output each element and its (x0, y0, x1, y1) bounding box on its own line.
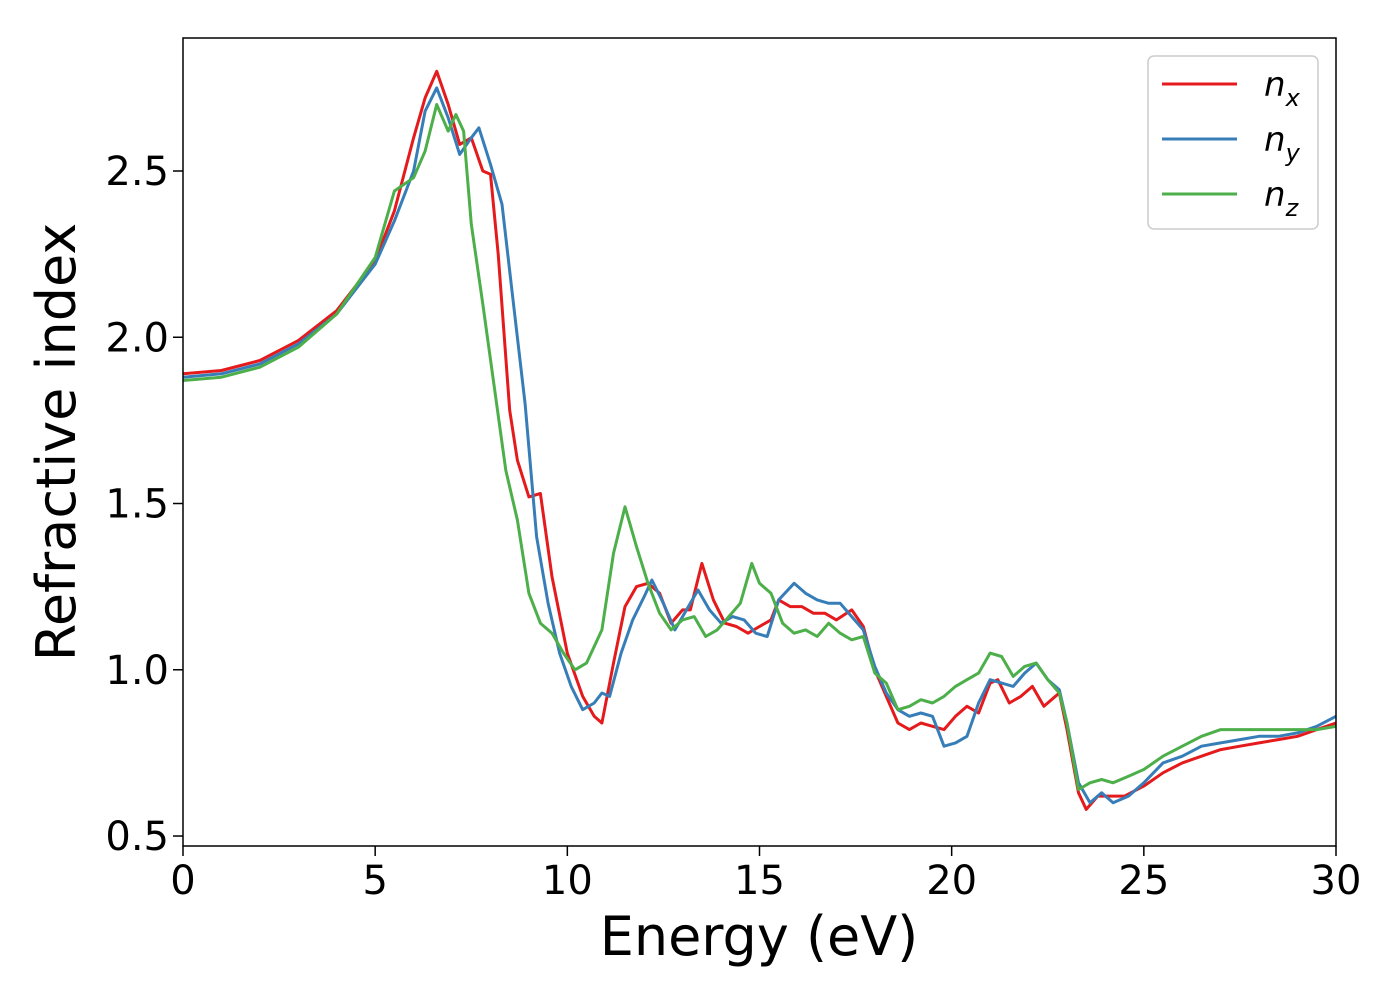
y-tick-label: 2.5 (105, 149, 169, 195)
x-tick-label: 5 (362, 858, 387, 904)
x-tick-label: 0 (170, 858, 195, 904)
y-tick-label: 0.5 (105, 814, 169, 860)
legend-box (1147, 55, 1319, 230)
legend-label-nx: nx (1264, 65, 1301, 112)
x-tick-label: 20 (926, 858, 977, 904)
x-axis-label: Energy (eV) (600, 905, 919, 968)
x-tick-label: 15 (734, 858, 785, 904)
x-tick-label: 30 (1311, 858, 1362, 904)
y-axis: 0.5 1.0 1.5 2.0 2.5 (105, 149, 183, 860)
y-tick-label: 1.0 (105, 648, 169, 694)
y-axis-label: Refractive index (25, 223, 88, 662)
series-layer (183, 69, 1336, 811)
x-tick-label: 25 (1118, 858, 1169, 904)
series-line-ny (183, 86, 1336, 805)
y-tick-label: 2.0 (105, 315, 169, 361)
y-tick-label: 1.5 (105, 482, 169, 528)
x-axis: 0 5 10 15 20 25 30 (170, 846, 1361, 904)
legend-label-ny: ny (1264, 120, 1301, 167)
x-tick-label: 10 (542, 858, 593, 904)
series-line-nz (183, 103, 1336, 791)
